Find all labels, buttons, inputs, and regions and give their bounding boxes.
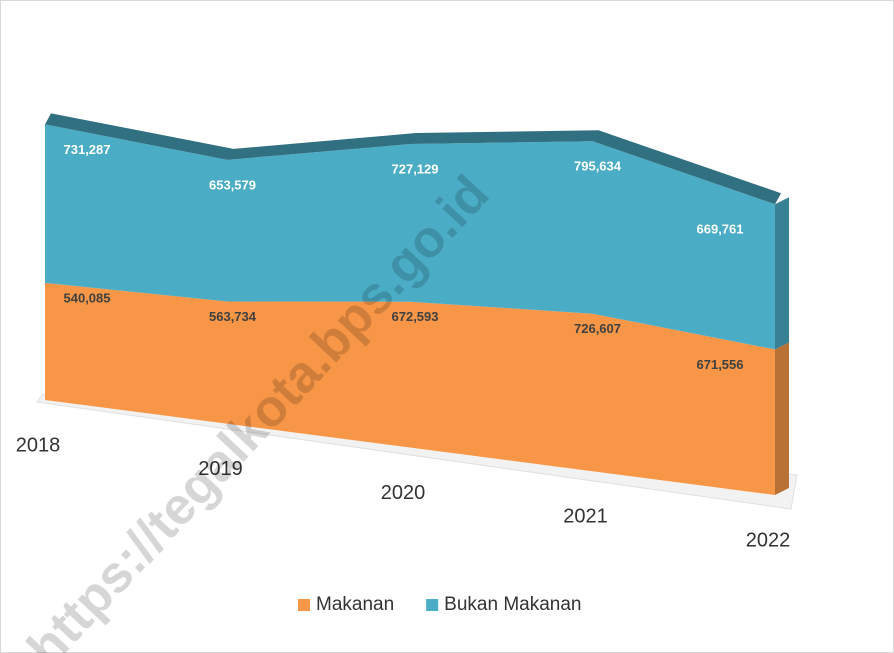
x-tick-label: 2018 (16, 434, 61, 456)
x-tick-label: 2020 (381, 482, 426, 504)
area-top (45, 113, 781, 205)
value-label: 727,129 (392, 161, 439, 176)
value-label: 669,761 (697, 222, 744, 237)
legend-swatch (426, 599, 439, 611)
legend-label: Bukan Makanan (444, 594, 581, 615)
value-label: 731,287 (64, 142, 111, 157)
legend-label: Makanan (316, 594, 394, 615)
value-label: 540,085 (64, 290, 111, 305)
value-label: 653,579 (209, 177, 256, 192)
x-tick-label: 2022 (746, 529, 791, 551)
area-side (775, 197, 789, 350)
value-label: 671,556 (697, 357, 744, 372)
legend-swatch (298, 599, 310, 611)
area (45, 282, 775, 495)
value-label: 563,734 (209, 309, 257, 324)
area (45, 124, 775, 350)
value-label: 672,593 (392, 309, 439, 324)
value-label: 726,607 (574, 321, 621, 336)
value-label: 795,634 (574, 159, 622, 174)
x-tick-label: 2019 (198, 458, 243, 480)
x-tick-label: 2021 (563, 506, 608, 528)
area-side (775, 342, 789, 495)
